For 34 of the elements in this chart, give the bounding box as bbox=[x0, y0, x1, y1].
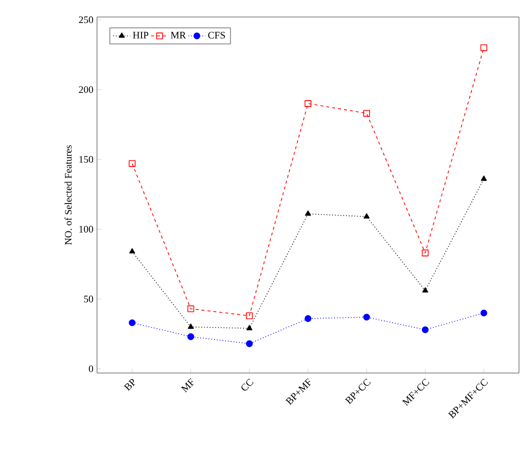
point bbox=[187, 305, 194, 312]
point bbox=[364, 213, 370, 219]
x-tick-label: BP bbox=[124, 379, 136, 392]
legend-label: HIP bbox=[132, 32, 148, 38]
point bbox=[480, 44, 488, 52]
x-tick-label: CC bbox=[241, 378, 254, 391]
point bbox=[305, 210, 311, 216]
point bbox=[129, 248, 136, 254]
y-tick-label: 0 bbox=[88, 365, 94, 372]
point bbox=[128, 319, 136, 326]
point bbox=[304, 100, 312, 107]
y-tick-label: 200 bbox=[78, 86, 94, 93]
y-tick-label: 50 bbox=[84, 296, 94, 302]
y-tick-label: 250 bbox=[78, 16, 94, 24]
point bbox=[363, 110, 370, 117]
legend-label: MR bbox=[170, 32, 186, 38]
point bbox=[246, 324, 252, 330]
point bbox=[188, 324, 194, 329]
y-tick-label: 150 bbox=[79, 156, 94, 163]
x-tick-label: MF bbox=[180, 378, 194, 393]
point bbox=[480, 310, 488, 316]
point bbox=[128, 160, 136, 167]
point bbox=[246, 312, 253, 320]
point bbox=[480, 176, 487, 181]
legend-label: CFS bbox=[208, 32, 225, 39]
y-axis-title: NO. of Selected Features bbox=[64, 145, 72, 245]
point bbox=[304, 315, 312, 322]
point bbox=[187, 333, 194, 340]
y-tick-label: 100 bbox=[79, 226, 94, 233]
point bbox=[422, 326, 429, 334]
point bbox=[422, 250, 429, 256]
point bbox=[363, 314, 370, 321]
point bbox=[246, 340, 253, 348]
point bbox=[422, 287, 428, 293]
